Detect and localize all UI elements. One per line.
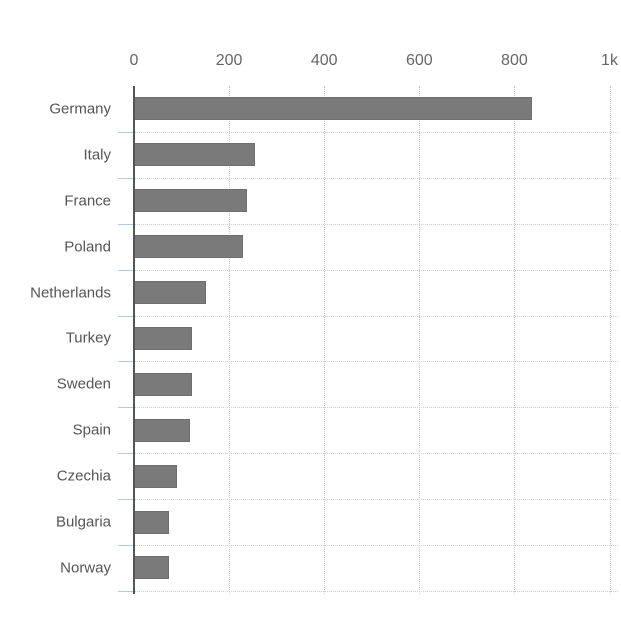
x-gridline: [514, 86, 516, 594]
bar-bulgaria: [134, 510, 170, 534]
x-tick-label: 200: [215, 52, 243, 69]
bar-turkey: [134, 326, 192, 350]
category-label: Germany: [49, 100, 111, 118]
category-label: Poland: [64, 238, 111, 256]
x-tick-label: 1k: [601, 52, 618, 69]
bar-netherlands: [134, 281, 207, 305]
y-gridline: [134, 453, 618, 455]
bar-spain: [134, 418, 191, 442]
y-tick-mark: [118, 269, 134, 271]
y-gridline: [134, 545, 618, 546]
x-tick-label: 600: [405, 52, 433, 69]
y-tick-mark: [118, 315, 134, 317]
x-tick-label: 800: [501, 52, 528, 69]
y-tick-mark: [118, 131, 134, 133]
x-gridline: [324, 86, 326, 594]
y-tick-mark: [118, 499, 134, 501]
category-label: Netherlands: [30, 284, 111, 302]
y-tick-mark: [118, 361, 134, 363]
y-gridline: [134, 590, 618, 592]
y-gridline: [134, 407, 618, 409]
x-tick-label: 400: [310, 52, 338, 69]
x-gridline: [229, 86, 231, 594]
y-gridline: [134, 499, 618, 501]
y-tick-mark: [118, 453, 134, 455]
x-gridline: [419, 86, 421, 594]
y-axis-line: [133, 86, 135, 594]
category-label: Turkey: [65, 329, 111, 347]
y-gridline: [134, 361, 618, 363]
category-label: France: [64, 192, 111, 210]
category-label: Spain: [72, 421, 111, 439]
x-tick-label: 0: [129, 52, 139, 69]
y-tick-mark: [118, 177, 134, 179]
category-label: Czechia: [56, 467, 111, 485]
y-tick-mark: [118, 223, 134, 225]
y-gridline: [134, 131, 618, 133]
category-label: Bulgaria: [55, 513, 111, 531]
bar-czechia: [134, 464, 178, 488]
bar-germany: [134, 97, 532, 121]
category-label: Italy: [83, 146, 111, 164]
y-gridline: [134, 269, 618, 271]
y-gridline: [134, 223, 618, 225]
bar-norway: [134, 556, 170, 580]
y-tick-mark: [118, 407, 134, 409]
bar-poland: [134, 235, 244, 259]
y-tick-mark: [118, 590, 134, 592]
x-gridline: [609, 86, 611, 594]
category-label: Norway: [60, 559, 111, 577]
bar-france: [134, 189, 248, 213]
y-gridline: [134, 177, 618, 179]
bar-sweden: [134, 372, 192, 396]
y-gridline: [134, 315, 618, 317]
y-tick-mark: [118, 545, 134, 546]
bar-italy: [134, 143, 256, 167]
category-label: Sweden: [56, 375, 111, 393]
